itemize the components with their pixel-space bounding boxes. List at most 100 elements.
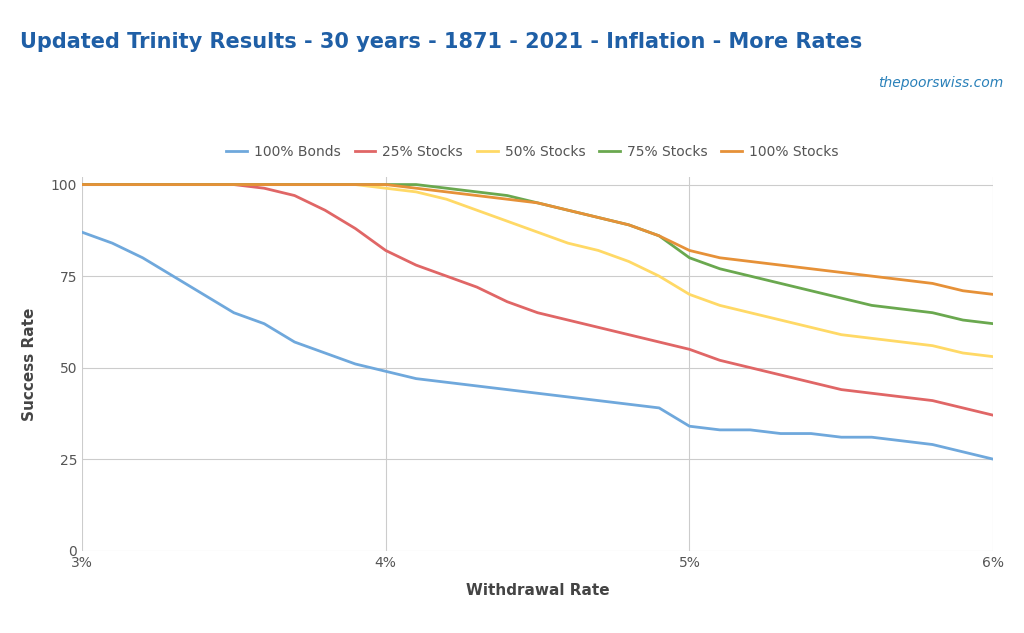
- 75% Stocks: [349, 181, 361, 189]
- 100% Bonds: [714, 426, 726, 434]
- Text: thepoorswiss.com: thepoorswiss.com: [879, 76, 1004, 90]
- 100% Stocks: [836, 268, 848, 276]
- 50% Stocks: [653, 272, 666, 280]
- 100% Bonds: [106, 239, 119, 247]
- 75% Stocks: [106, 181, 119, 189]
- 100% Stocks: [927, 280, 939, 287]
- 75% Stocks: [956, 316, 969, 324]
- Line: 25% Stocks: 25% Stocks: [82, 185, 993, 415]
- 50% Stocks: [623, 258, 635, 265]
- 100% Stocks: [318, 181, 331, 189]
- 100% Stocks: [956, 287, 969, 294]
- 25% Stocks: [744, 364, 757, 372]
- 75% Stocks: [896, 305, 908, 313]
- 100% Bonds: [805, 430, 817, 437]
- 25% Stocks: [653, 338, 666, 346]
- 100% Bonds: [289, 338, 301, 346]
- X-axis label: Withdrawal Rate: Withdrawal Rate: [466, 584, 609, 598]
- 25% Stocks: [865, 389, 878, 397]
- 25% Stocks: [501, 298, 513, 306]
- 75% Stocks: [744, 272, 757, 280]
- 75% Stocks: [562, 206, 574, 214]
- 100% Stocks: [623, 221, 635, 229]
- 75% Stocks: [471, 188, 483, 196]
- 100% Stocks: [531, 199, 544, 206]
- 100% Stocks: [501, 196, 513, 203]
- 50% Stocks: [896, 338, 908, 346]
- 25% Stocks: [258, 184, 270, 192]
- 75% Stocks: [136, 181, 148, 189]
- 50% Stocks: [956, 349, 969, 357]
- 100% Bonds: [531, 389, 544, 397]
- 25% Stocks: [471, 284, 483, 291]
- 100% Stocks: [410, 184, 422, 192]
- 100% Stocks: [198, 181, 210, 189]
- 100% Bonds: [410, 375, 422, 382]
- 50% Stocks: [987, 353, 999, 360]
- 75% Stocks: [380, 181, 392, 189]
- 100% Bonds: [167, 272, 179, 280]
- 100% Bonds: [471, 382, 483, 390]
- 75% Stocks: [167, 181, 179, 189]
- 100% Stocks: [106, 181, 119, 189]
- 25% Stocks: [714, 356, 726, 364]
- 100% Bonds: [623, 401, 635, 408]
- 100% Bonds: [653, 404, 666, 411]
- 25% Stocks: [227, 181, 240, 189]
- 25% Stocks: [592, 323, 604, 331]
- 50% Stocks: [927, 342, 939, 349]
- 50% Stocks: [865, 335, 878, 342]
- 100% Bonds: [774, 430, 786, 437]
- 100% Bonds: [896, 437, 908, 444]
- 100% Stocks: [258, 181, 270, 189]
- 100% Bonds: [136, 254, 148, 261]
- 100% Stocks: [896, 276, 908, 284]
- 100% Stocks: [562, 206, 574, 214]
- 100% Bonds: [836, 434, 848, 441]
- 50% Stocks: [227, 181, 240, 189]
- 100% Bonds: [744, 426, 757, 434]
- 25% Stocks: [927, 397, 939, 404]
- 50% Stocks: [410, 188, 422, 196]
- 100% Bonds: [258, 320, 270, 327]
- 100% Stocks: [380, 181, 392, 189]
- 100% Stocks: [744, 258, 757, 265]
- 75% Stocks: [714, 265, 726, 273]
- 50% Stocks: [714, 301, 726, 309]
- 25% Stocks: [380, 247, 392, 254]
- 100% Stocks: [865, 272, 878, 280]
- 75% Stocks: [258, 181, 270, 189]
- 75% Stocks: [592, 214, 604, 222]
- 25% Stocks: [198, 181, 210, 189]
- 100% Stocks: [167, 181, 179, 189]
- 75% Stocks: [865, 301, 878, 309]
- 100% Stocks: [774, 261, 786, 269]
- 50% Stocks: [774, 316, 786, 324]
- 75% Stocks: [318, 181, 331, 189]
- 50% Stocks: [167, 181, 179, 189]
- 100% Stocks: [440, 188, 453, 196]
- 100% Stocks: [987, 291, 999, 298]
- 100% Stocks: [136, 181, 148, 189]
- Y-axis label: Success Rate: Success Rate: [22, 307, 37, 421]
- 100% Bonds: [380, 368, 392, 375]
- 75% Stocks: [76, 181, 88, 189]
- 50% Stocks: [318, 181, 331, 189]
- 25% Stocks: [623, 331, 635, 339]
- 25% Stocks: [318, 206, 331, 214]
- 50% Stocks: [744, 309, 757, 316]
- 100% Bonds: [440, 379, 453, 386]
- 75% Stocks: [623, 221, 635, 229]
- 75% Stocks: [531, 199, 544, 206]
- Line: 100% Bonds: 100% Bonds: [82, 232, 993, 459]
- 100% Bonds: [198, 291, 210, 298]
- 100% Stocks: [805, 265, 817, 273]
- 75% Stocks: [805, 287, 817, 294]
- 25% Stocks: [106, 181, 119, 189]
- 25% Stocks: [896, 393, 908, 401]
- 100% Bonds: [956, 448, 969, 456]
- 50% Stocks: [258, 181, 270, 189]
- 100% Stocks: [683, 247, 695, 254]
- 75% Stocks: [653, 232, 666, 240]
- 100% Bonds: [76, 229, 88, 236]
